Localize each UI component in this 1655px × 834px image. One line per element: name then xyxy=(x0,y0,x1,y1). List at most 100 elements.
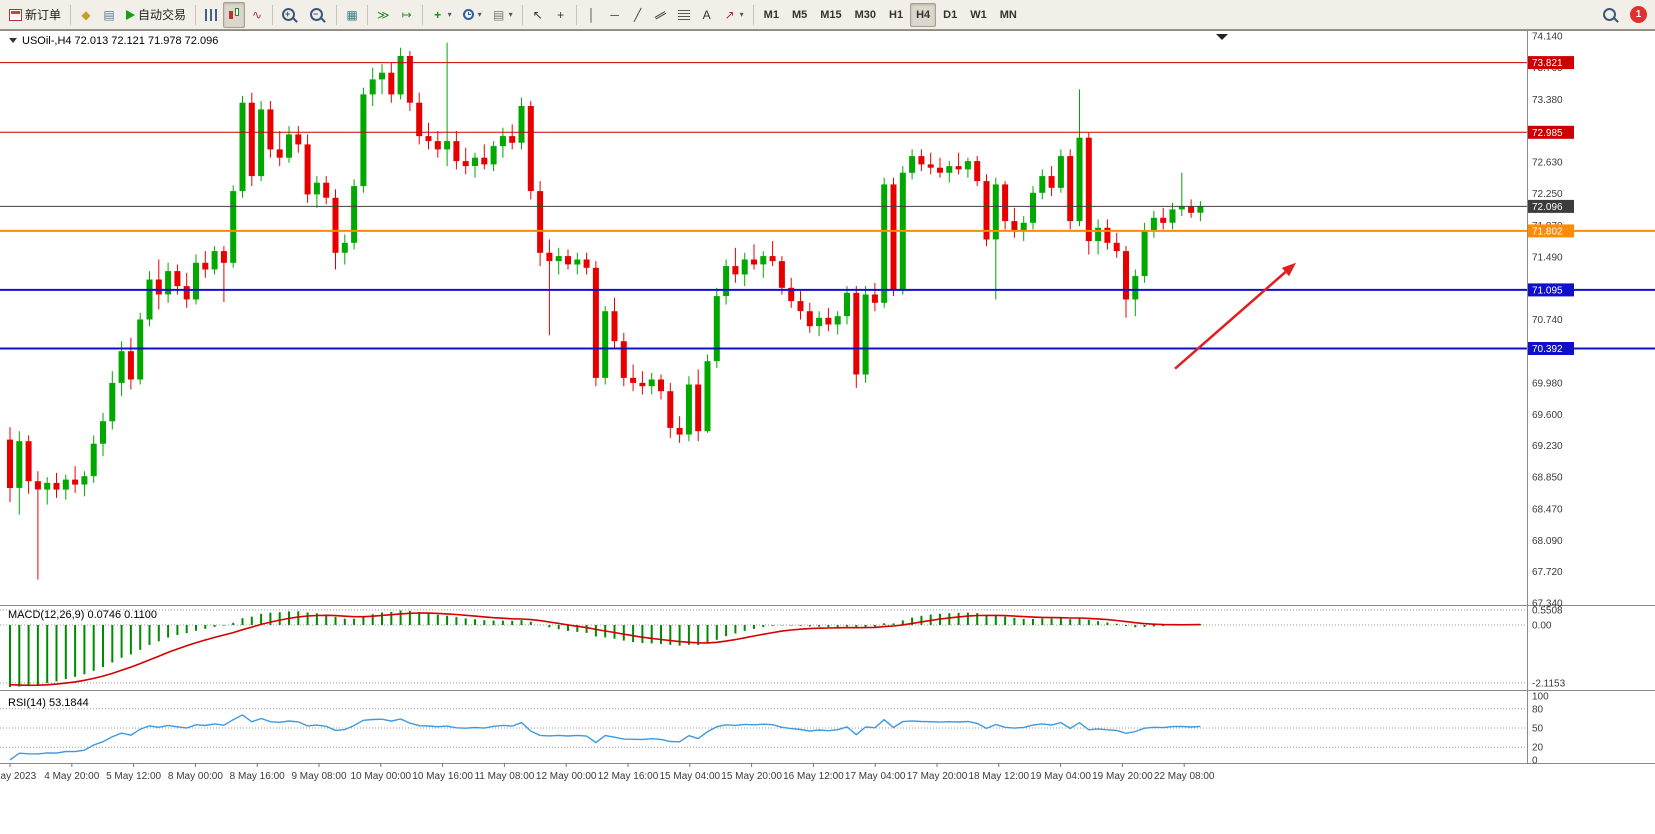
time-axis[interactable]: 4 May 2023 4 May 20:00 5 May 12:00 8 May 00… xyxy=(0,763,1215,782)
candlestick-chart[interactable]: 74.14073.76073.38073.01072.63072.25071.8… xyxy=(0,30,1655,834)
candlestick-icon xyxy=(228,8,240,21)
symbol-search-button[interactable] xyxy=(1598,2,1625,28)
chevron-down-icon: ▾ xyxy=(477,10,482,19)
rsi-panel-label: RSI(14) 53.1844 xyxy=(8,697,89,709)
toolbar-separator xyxy=(752,4,754,25)
macd-axis-label: 0.5508 xyxy=(1532,605,1563,616)
periods-button[interactable]: ▾ xyxy=(458,2,487,28)
time-axis-label: 17 May 20:00 xyxy=(907,771,968,782)
price-badge xyxy=(1528,342,1574,355)
timeframe-mn[interactable]: MN xyxy=(994,3,1023,27)
crosshair-icon: + xyxy=(557,7,565,22)
arrows-button[interactable]: ↗ ▾ xyxy=(719,2,749,28)
timeframe-h1-label: H1 xyxy=(889,8,904,21)
zoom-in-icon xyxy=(282,8,296,21)
terminal-button[interactable]: ◆ xyxy=(75,2,97,28)
price-axis-label: 68.470 xyxy=(1532,504,1563,515)
time-axis-label: 5 May 12:00 xyxy=(106,771,161,782)
timeframe-h1[interactable]: H1 xyxy=(883,3,909,27)
bar-chart-button[interactable] xyxy=(200,2,222,28)
chart-shift-button[interactable]: ↦ xyxy=(396,2,418,28)
auto-scroll-button[interactable]: ≫ xyxy=(372,2,395,28)
toolbar-separator xyxy=(367,4,369,25)
trendline-button[interactable]: ╱ xyxy=(627,2,649,28)
price-badge xyxy=(1528,224,1574,238)
line-chart-icon: ∿ xyxy=(252,7,263,22)
timeframe-m5[interactable]: M5 xyxy=(786,3,813,27)
tile-windows-icon: ▦ xyxy=(346,7,358,22)
timeframe-h4-label: H4 xyxy=(916,8,931,21)
rsi-axis-label: 20 xyxy=(1532,743,1544,754)
fibonacci-icon xyxy=(677,9,690,20)
trendline-icon: ╱ xyxy=(634,7,642,22)
rsi-axis-label: 50 xyxy=(1532,724,1544,735)
auto-scroll-icon: ≫ xyxy=(377,7,390,22)
rsi-panel xyxy=(0,708,1527,761)
chart-title: USOil-,H4 72.013 72.121 71.978 72.096 xyxy=(22,35,218,47)
trend-arrow-line[interactable] xyxy=(1174,271,1287,370)
toolbar-separator xyxy=(70,4,72,25)
timeframe-m15[interactable]: M15 xyxy=(814,3,847,27)
chevron-down-icon: ▾ xyxy=(508,10,513,19)
rsi-line xyxy=(9,714,1201,761)
toolbar-separator xyxy=(336,4,338,25)
timeframe-w1[interactable]: W1 xyxy=(964,3,993,27)
price-axis-label: 68.850 xyxy=(1532,473,1563,484)
channel-button[interactable]: ∥ xyxy=(650,2,672,28)
notification-badge[interactable]: 1 xyxy=(1630,6,1647,23)
candlestick-chart-button[interactable] xyxy=(223,1,246,28)
toolbar-separator xyxy=(575,4,577,25)
horizontal-line-button[interactable]: ─ xyxy=(604,2,626,28)
text-button[interactable]: A xyxy=(696,2,718,28)
arrow-tools-icon: ↗ xyxy=(724,7,735,22)
zoom-in-button[interactable] xyxy=(277,2,304,28)
line-chart-button[interactable]: ∿ xyxy=(246,2,268,28)
data-window-icon: ▤ xyxy=(103,7,115,22)
autotrading-button[interactable]: 自动交易 xyxy=(121,2,191,28)
new-order-button[interactable]: 新订单 xyxy=(4,2,66,28)
chart-window[interactable]: 74.14073.76073.38073.01072.63072.25071.8… xyxy=(0,30,1655,834)
toolbar-separator xyxy=(195,4,197,25)
price-badge-value: 71.802 xyxy=(1532,226,1563,237)
chart-shift-marker[interactable] xyxy=(1216,34,1228,40)
rsi-axis-label: 100 xyxy=(1532,692,1549,703)
cursor-button[interactable]: ↖ xyxy=(527,2,549,28)
new-order-icon xyxy=(9,8,22,21)
timeframe-m30[interactable]: M30 xyxy=(849,3,882,27)
time-axis-label: 19 May 04:00 xyxy=(1030,771,1091,782)
timeframe-mn-label: MN xyxy=(999,8,1017,21)
data-window-button[interactable]: ▤ xyxy=(98,2,120,28)
time-axis-label: 8 May 16:00 xyxy=(230,771,285,782)
zoom-out-button[interactable] xyxy=(305,2,332,28)
vertical-line-button[interactable]: │ xyxy=(581,2,603,28)
trend-arrow-head[interactable] xyxy=(1281,262,1296,277)
chart-title-dropdown-icon[interactable] xyxy=(9,38,17,43)
template-icon: ▤ xyxy=(492,7,505,22)
macd-panel-label: MACD(12,26,9) 0.0746 0.1100 xyxy=(8,609,157,621)
timeframe-d1[interactable]: D1 xyxy=(937,3,963,27)
price-axis-label: 72.250 xyxy=(1532,189,1563,200)
price-badge-value: 70.392 xyxy=(1532,344,1563,355)
add-indicator-icon: + xyxy=(434,7,442,22)
timeframe-h4[interactable]: H4 xyxy=(910,2,937,27)
price-axis[interactable]: 74.14073.76073.38073.01072.63072.25071.8… xyxy=(1528,32,1574,767)
indicators-button[interactable]: + ▾ xyxy=(427,2,457,28)
price-badge-value: 71.095 xyxy=(1532,285,1563,296)
price-axis-label: 73.380 xyxy=(1532,95,1563,106)
tile-windows-button[interactable]: ▦ xyxy=(341,2,363,28)
time-axis-label: 8 May 00:00 xyxy=(168,771,223,782)
crosshair-button[interactable]: + xyxy=(550,2,572,28)
chevron-down-icon: ▾ xyxy=(447,10,452,19)
fibonacci-button[interactable] xyxy=(673,2,695,28)
zoom-out-icon xyxy=(310,8,324,21)
price-badge xyxy=(1528,199,1574,213)
templates-button[interactable]: ▤ ▾ xyxy=(488,2,518,28)
clock-icon xyxy=(462,9,474,20)
timeframe-m1-label: M1 xyxy=(763,8,779,21)
time-axis-label: 19 May 20:00 xyxy=(1092,771,1153,782)
time-axis-label: 22 May 08:00 xyxy=(1154,771,1215,782)
toolbar-separator xyxy=(521,4,523,25)
terminal-icon: ◆ xyxy=(81,7,91,22)
timeframe-m1[interactable]: M1 xyxy=(758,3,785,27)
